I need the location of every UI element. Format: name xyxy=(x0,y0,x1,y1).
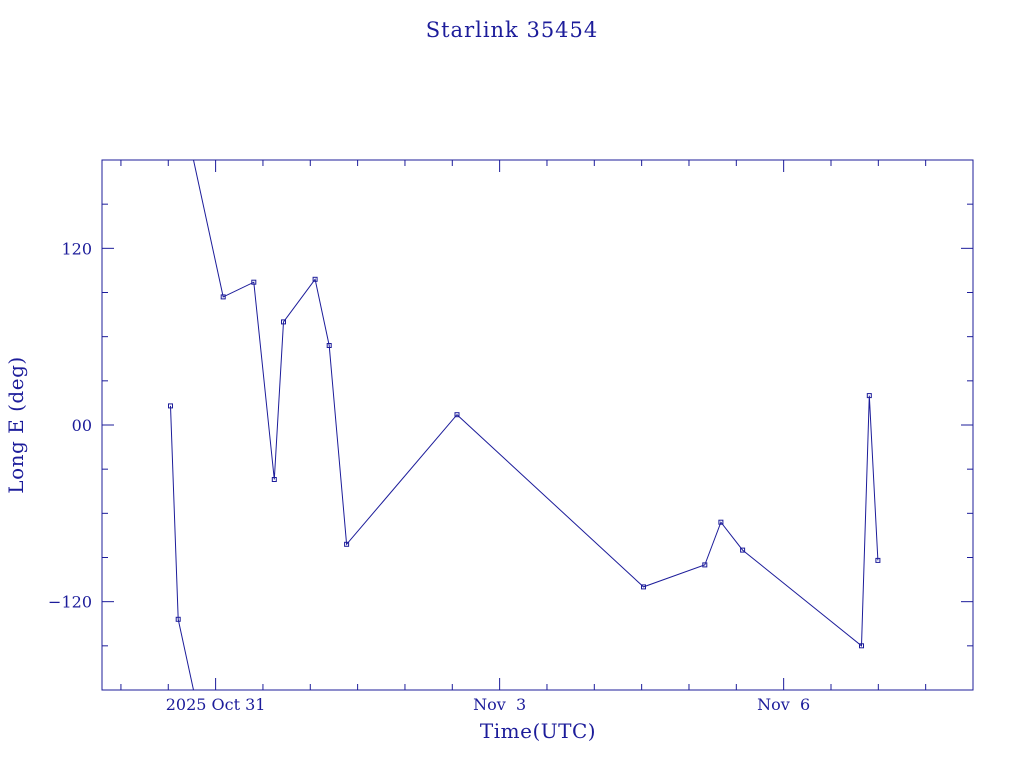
data-point xyxy=(281,319,286,325)
y-tick-label: 00 xyxy=(72,416,92,435)
series-line xyxy=(193,160,879,647)
data-point xyxy=(312,276,318,282)
data-point xyxy=(168,403,173,409)
x-axis-label: Time(UTC) xyxy=(480,719,596,743)
y-tick-label: 120 xyxy=(61,239,92,258)
y-tick-label: −120 xyxy=(48,593,92,612)
x-tick-labels: 2025 Oct 31 Nov 3 Nov 6 xyxy=(166,695,810,714)
y-tick-labels: 120 00 −120 xyxy=(48,239,92,611)
data-point xyxy=(326,343,332,348)
x-tick-label: 2025 Oct 31 xyxy=(166,695,266,714)
series-lines xyxy=(170,160,879,690)
data-point xyxy=(866,393,872,399)
series-line xyxy=(170,405,194,690)
data-point xyxy=(220,294,226,300)
x-tick-label: Nov 3 xyxy=(473,695,526,714)
data-point xyxy=(454,412,460,418)
data-point xyxy=(740,547,746,553)
data-point xyxy=(875,557,881,563)
chart-title: Starlink 35454 xyxy=(426,18,599,42)
y-axis-label: Long E (deg) xyxy=(4,356,28,493)
data-point xyxy=(718,519,724,525)
data-point xyxy=(175,616,181,622)
plot-frame xyxy=(101,159,974,691)
data-point xyxy=(251,279,257,285)
data-point xyxy=(271,477,277,482)
x-tick-label: Nov 6 xyxy=(757,695,810,714)
axis-ticks xyxy=(102,160,974,690)
series-points xyxy=(168,276,881,649)
data-point xyxy=(344,541,350,547)
data-point xyxy=(859,643,864,649)
data-point xyxy=(702,562,708,568)
data-point xyxy=(641,584,646,590)
